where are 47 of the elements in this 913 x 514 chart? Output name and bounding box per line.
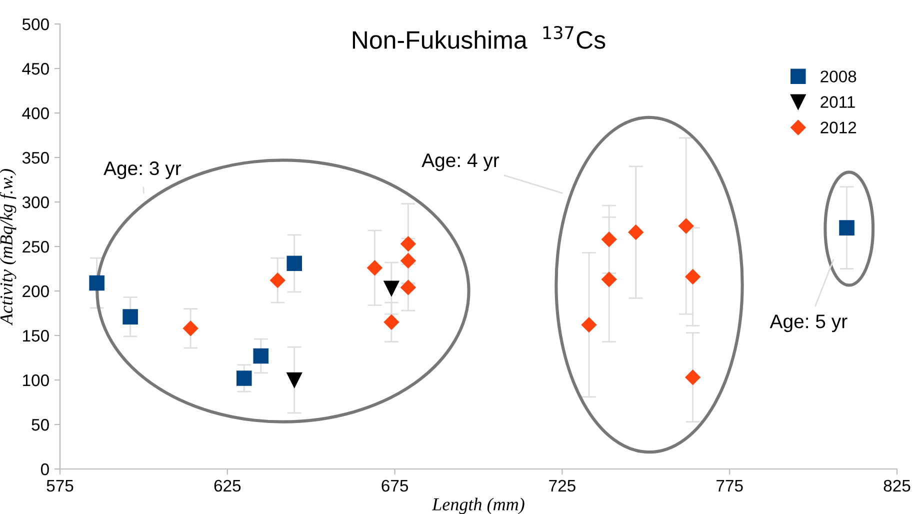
x-tick-label: 775 (716, 480, 743, 492)
y-axis-title: Activity (mBq/kg f.w.) (0, 169, 16, 326)
point (253, 348, 269, 364)
y-tick-label: 200 (22, 285, 49, 298)
annotation: Age: 3 yr (104, 161, 182, 180)
point (628, 224, 644, 240)
x-tick-label: 625 (214, 480, 241, 492)
point (685, 370, 700, 385)
x-tick-label: 575 (46, 480, 74, 492)
y-tick-label: 300 (22, 196, 49, 208)
legend-label: 2008 (820, 70, 856, 82)
point (367, 260, 382, 276)
y-tick-label: 0 (40, 463, 49, 476)
y-tick-label: 400 (22, 107, 49, 120)
point (678, 218, 694, 234)
point (602, 272, 617, 287)
x-tick-label: 725 (549, 480, 576, 492)
y-tick-label: 350 (22, 152, 49, 164)
point (89, 275, 104, 291)
annotation: Age: 5 yr (770, 314, 848, 332)
y-tick-label: 150 (23, 330, 49, 342)
x-tick-label: 825 (884, 480, 910, 492)
point (384, 314, 400, 330)
point (602, 232, 617, 247)
annotation: Age: 4 yr (422, 154, 500, 172)
legend-label: 2011 (820, 96, 855, 108)
point (581, 317, 597, 332)
x-tick-label: 675 (382, 480, 408, 492)
chart-title: Non-Fukushima $^{137}$Cs (352, 26, 606, 49)
point (400, 280, 416, 296)
point (839, 220, 854, 236)
point (286, 372, 302, 388)
point (270, 272, 286, 288)
y-tick-label: 250 (22, 240, 49, 253)
point (236, 370, 252, 386)
y-tick-label: 450 (22, 62, 49, 75)
point (122, 309, 138, 324)
point (286, 256, 302, 272)
point (685, 269, 700, 284)
y-tick-label: 500 (22, 18, 49, 30)
y-tick-label: 50 (32, 418, 49, 431)
y-tick-label: 100 (23, 374, 49, 386)
x-axis-title: Length (mm) (432, 498, 524, 514)
legend-label: 2012 (820, 122, 856, 134)
point (384, 280, 400, 296)
point (183, 320, 198, 336)
point (400, 236, 416, 252)
